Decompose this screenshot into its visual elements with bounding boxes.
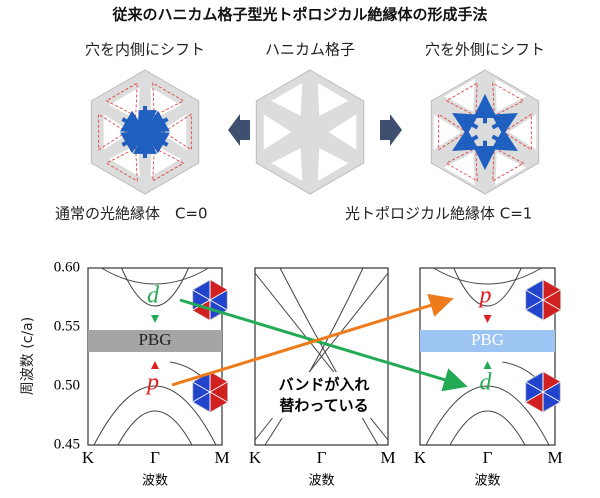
hole <box>271 148 303 181</box>
band <box>121 267 189 307</box>
hole <box>443 152 475 186</box>
hole-outline <box>152 147 185 182</box>
band-label: d <box>147 283 160 309</box>
note: 替わっている <box>279 397 368 415</box>
x-label: 波数 <box>142 474 168 489</box>
top-label: 穴を内側にシフト <box>85 41 205 59</box>
band-marker <box>151 361 159 369</box>
y-label: 周波数 (c/a) <box>20 317 36 395</box>
x-tick-label: M <box>547 448 562 467</box>
shift-arrow <box>491 112 518 136</box>
x-tick-label: Γ <box>483 448 493 467</box>
panel-frame <box>419 267 556 446</box>
band <box>93 385 217 446</box>
hole <box>443 78 475 112</box>
hole-outline <box>162 113 192 151</box>
hole <box>263 114 292 150</box>
arrow-left <box>228 114 250 146</box>
band-label: p <box>478 283 492 309</box>
x-tick-label: M <box>380 448 395 467</box>
x-tick-label: K <box>414 448 427 467</box>
mode-icon-red <box>210 280 228 300</box>
mode-icon-x <box>525 372 561 412</box>
note: バンドが入れ <box>279 376 370 394</box>
x-tick-label: M <box>214 448 229 467</box>
hole <box>328 114 357 150</box>
hole <box>103 114 132 150</box>
result-label: 光トポロジカル絶縁体 C=1 <box>345 205 532 223</box>
y-tick-label: 0.60 <box>54 259 80 275</box>
shift-arrow <box>120 130 147 154</box>
band <box>453 267 522 307</box>
arrow-right <box>380 114 402 146</box>
x-tick-label: Γ <box>150 448 160 467</box>
hole-outline <box>445 82 478 117</box>
mode-icon-x <box>525 280 561 320</box>
top-label: ハニカム格子 <box>265 41 355 59</box>
pbg-bar <box>88 330 222 352</box>
shift-arrow <box>120 110 147 134</box>
band-label: d <box>480 370 493 396</box>
hole-outline <box>105 82 138 117</box>
y-tick-label: 0.55 <box>54 318 80 334</box>
shift-arrow <box>143 110 170 134</box>
x-tick-label: Γ <box>317 448 327 467</box>
swap-arrow <box>179 298 468 392</box>
y-tick-label: 0.50 <box>54 377 80 393</box>
mode-icon-red <box>210 372 228 412</box>
top-label: 穴を外側にシフト <box>425 41 545 59</box>
mode-icon-red <box>192 300 210 320</box>
x-label: 波数 <box>474 474 500 489</box>
hole <box>271 83 303 116</box>
x-tick-label: K <box>82 448 95 467</box>
band-marker <box>151 315 159 323</box>
hole <box>158 114 187 150</box>
pbg-bar <box>420 330 555 352</box>
panel-frame <box>87 267 223 446</box>
pbg-label: PBG <box>471 330 504 349</box>
hole-outline <box>152 82 185 117</box>
shift-arrow <box>491 128 518 152</box>
y-tick-label: 0.45 <box>54 436 80 452</box>
band <box>449 410 526 446</box>
x-label: 波数 <box>308 474 334 489</box>
result-label: 通常の光絶縁体 C=0 <box>55 205 208 223</box>
mode-icon-red <box>543 372 561 392</box>
note-bg <box>268 372 380 418</box>
band-marker <box>483 315 492 323</box>
x-tick-label: K <box>249 448 262 467</box>
swap-arrow <box>171 293 454 387</box>
mode-icon-x <box>192 372 228 412</box>
title: 従来のハニカム格子型光トポロジカル絶縁体の形成手法 <box>111 6 487 24</box>
hexagons <box>90 69 540 195</box>
hole <box>317 148 349 181</box>
mode-icon-red <box>525 392 543 412</box>
mode-icon-red <box>543 280 561 320</box>
hole-outline <box>98 113 128 151</box>
band <box>425 385 550 446</box>
band <box>117 410 193 446</box>
shift-arrow <box>452 128 479 152</box>
hole <box>495 152 527 186</box>
panel-frame <box>254 267 389 446</box>
band-marker <box>483 361 492 369</box>
band <box>101 267 209 285</box>
hole <box>508 114 537 150</box>
band <box>433 267 542 285</box>
hole <box>433 114 462 150</box>
hole <box>317 83 349 116</box>
band-label: p <box>145 370 159 396</box>
hole-outline <box>492 147 525 182</box>
pbg-label: PBG <box>138 330 171 349</box>
band <box>264 267 364 446</box>
shift-arrow <box>452 112 479 136</box>
hole <box>495 78 527 112</box>
band <box>279 267 379 446</box>
hole-outline <box>105 147 138 182</box>
